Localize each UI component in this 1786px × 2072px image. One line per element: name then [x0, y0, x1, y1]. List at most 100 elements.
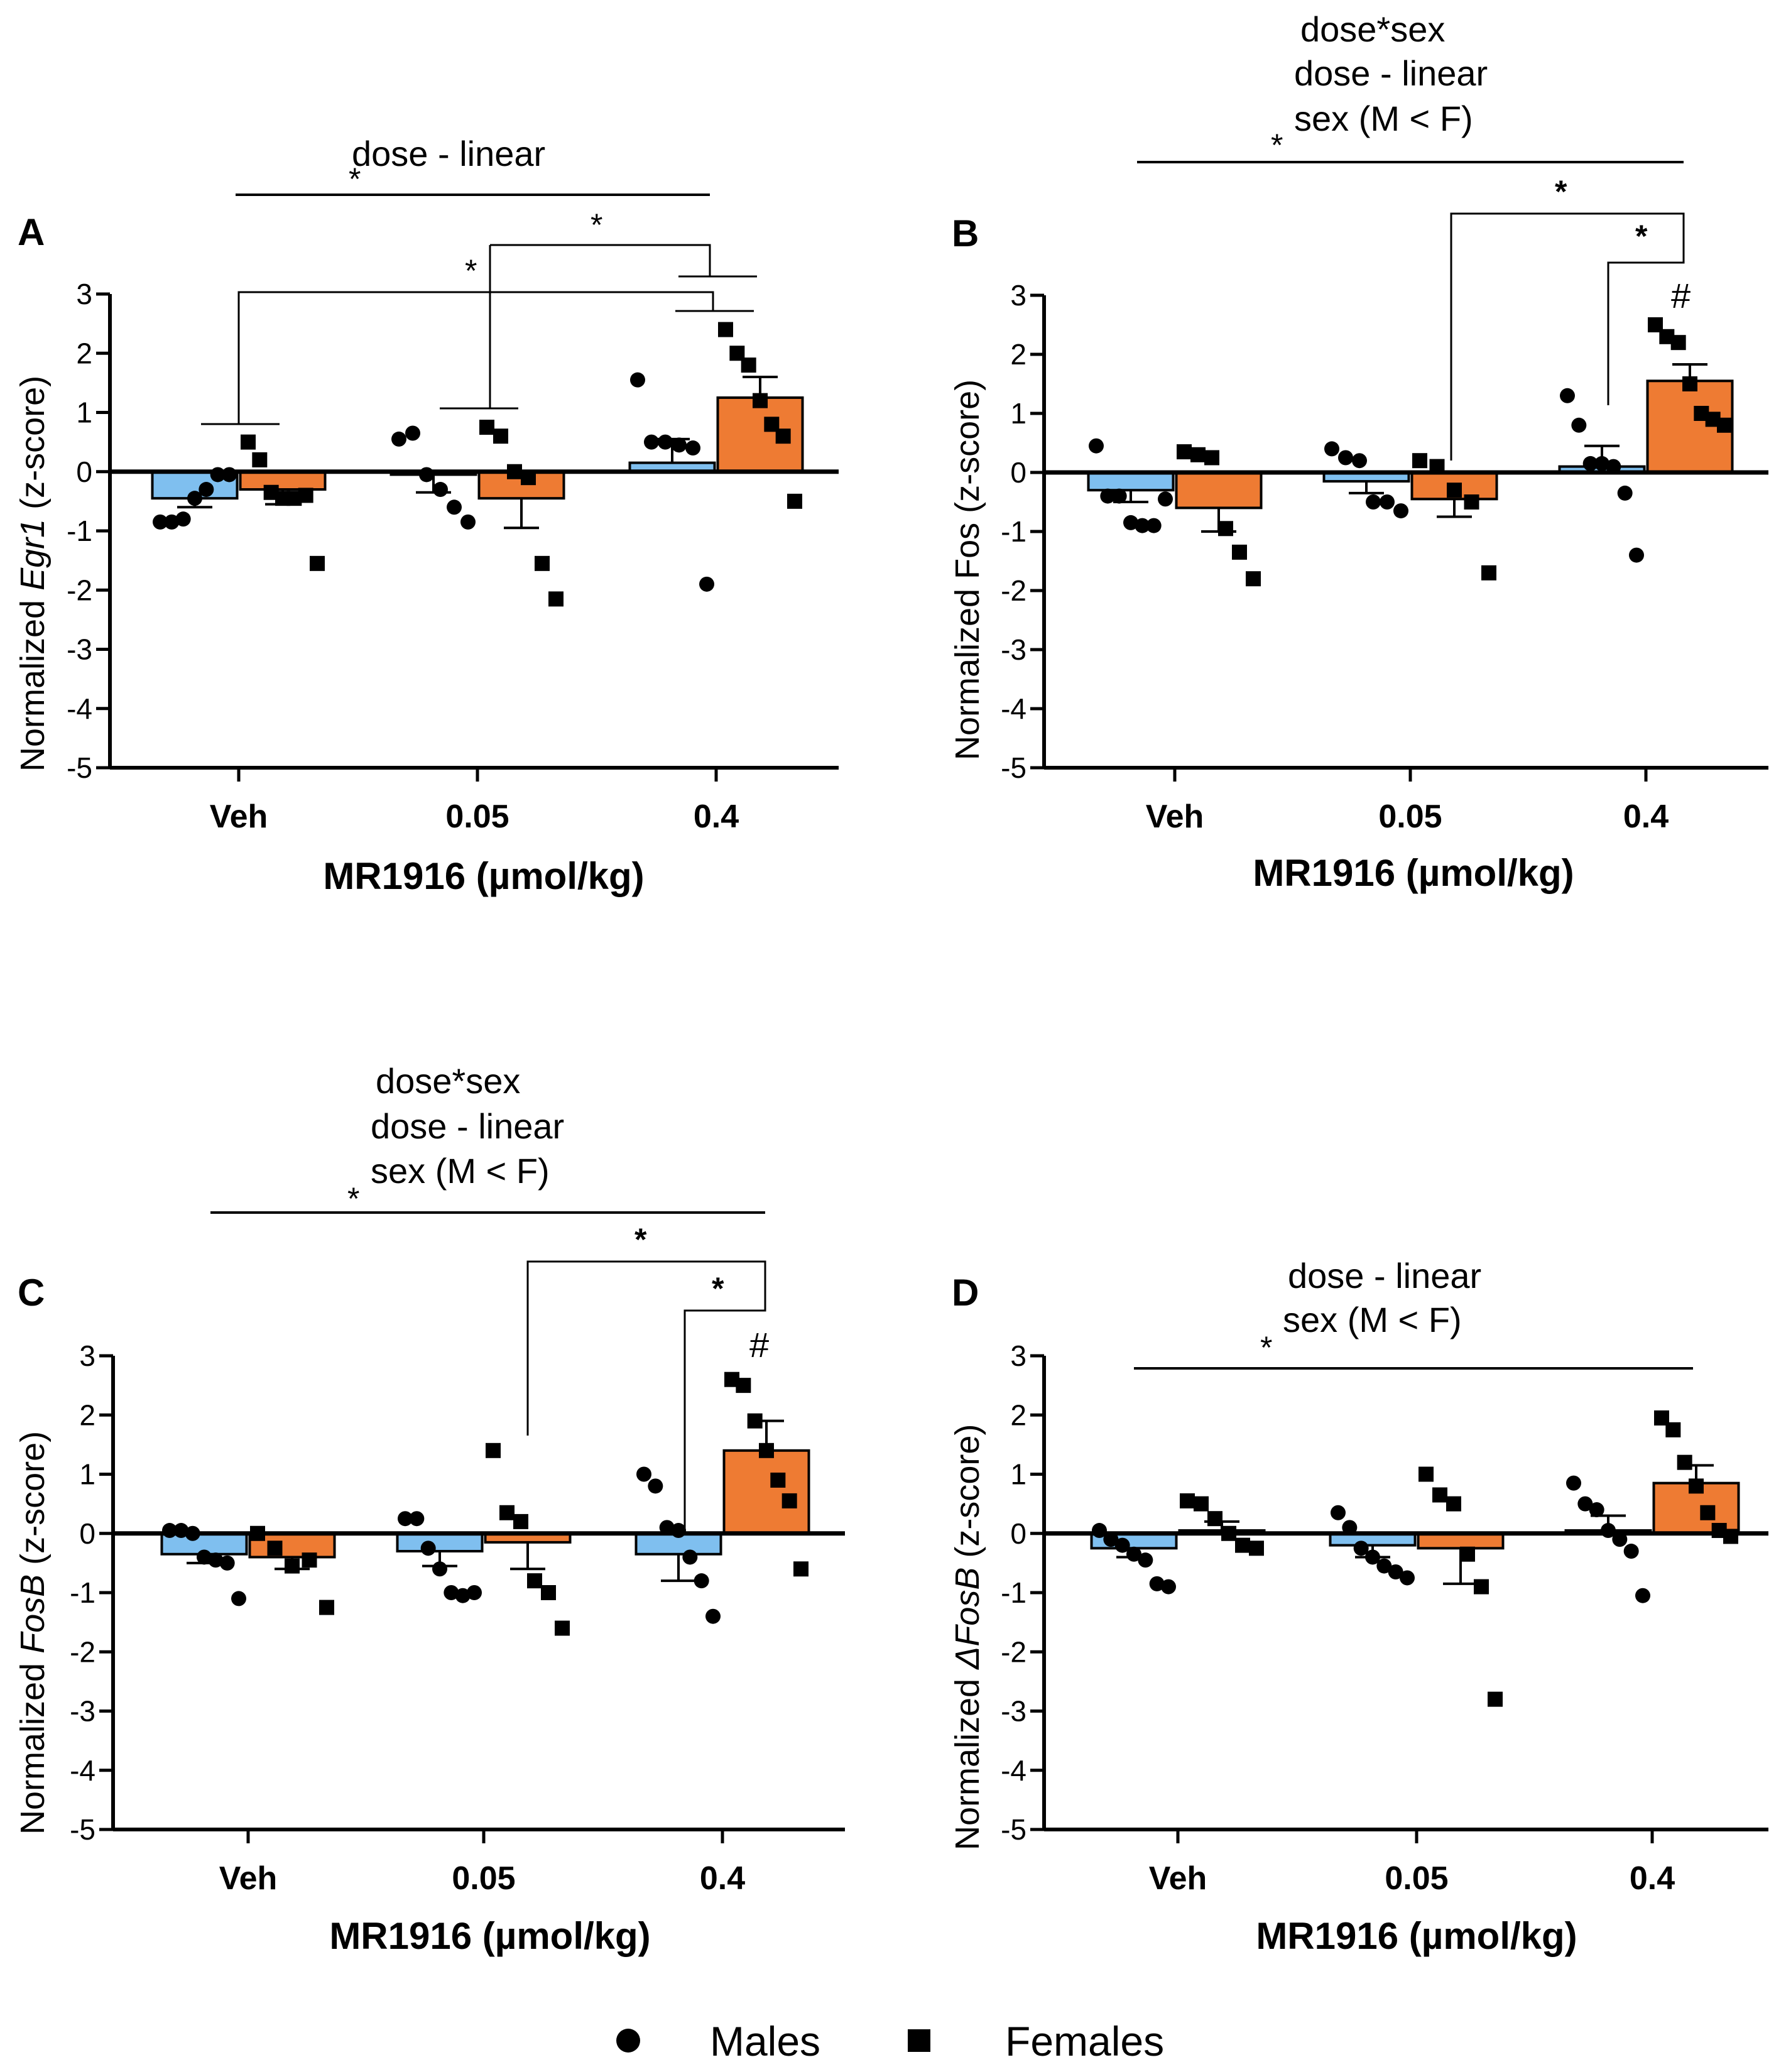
panel-b-point-male	[1594, 455, 1609, 471]
panel-a-point-female	[252, 452, 268, 467]
panel-c-point-male	[467, 1585, 482, 1600]
panel-a-ytick-label: 1	[76, 396, 92, 429]
panel-b-point-male	[1338, 450, 1353, 466]
panel-d-point-female	[1418, 1466, 1434, 1482]
panel-a-bracket-upper	[490, 244, 711, 276]
panel-b-point-male	[1158, 491, 1173, 507]
panel-c-bar-females-2	[722, 1449, 810, 1535]
panel-d-bar-females-1	[1417, 1532, 1505, 1550]
panel-b-ytick-label: -4	[1001, 692, 1026, 725]
panel-a-point-male	[685, 440, 700, 456]
panel-b-category-label: 0.05	[1378, 799, 1442, 835]
panel-b-category-label: Veh	[1146, 799, 1204, 835]
panel-c-ytick-label: 3	[79, 1339, 95, 1372]
panel-c: C dose*sex dose - linear sex (M < F) * *…	[14, 1061, 845, 1957]
panel-c-point-female	[747, 1413, 763, 1429]
panel-b-point-female	[1412, 453, 1427, 469]
panel-b-category-label: 0.4	[1623, 799, 1669, 835]
panel-c-bar-males-1	[396, 1532, 484, 1553]
panel-b-point-female	[1682, 376, 1697, 391]
panel-d-point-male	[1149, 1576, 1165, 1591]
panel-a-point-male	[175, 511, 191, 527]
panel-c-annotation-line-3: sex (M < F)	[371, 1151, 550, 1191]
panel-c-point-male	[420, 1540, 436, 1556]
panel-c-axes: 3 2 1 0 -1 -2 -3 -4 -5 Veh 0.05 0.4	[70, 1339, 845, 1897]
panel-d-ytick-label: -2	[1001, 1635, 1026, 1668]
panel-d-label: D	[952, 1272, 979, 1314]
panel-a-point-male	[419, 467, 434, 483]
panel-d: D dose - linear sex (M < F) * 3 2 1 0 -1 -2 -3…	[949, 1256, 1768, 1957]
panel-b-point-male	[1393, 503, 1408, 519]
panel-b-point-male	[1560, 388, 1575, 403]
panel-c-point-male	[197, 1549, 212, 1565]
panel-a-point-male	[405, 425, 420, 441]
panel-c-point-male	[219, 1555, 235, 1571]
panel-d-point-male	[1161, 1579, 1176, 1595]
legend-female-marker	[908, 2029, 930, 2052]
panel-b-point-female	[1218, 521, 1233, 537]
panel-a-bracket-lower	[237, 291, 714, 424]
panel-a-ytick-label: 2	[76, 337, 92, 369]
panel-a-point-male	[222, 467, 237, 483]
panel-b-point-male	[1366, 494, 1381, 510]
panel-a-xlabel: MR1916 (µmol/kg)	[323, 855, 644, 897]
panel-b-point-male	[1380, 494, 1395, 510]
panel-c-point-female	[486, 1442, 501, 1458]
panel-a-label: A	[18, 211, 45, 253]
panel-d-category-label: 0.05	[1385, 1860, 1448, 1897]
panel-d-point-male	[1589, 1502, 1604, 1518]
panel-c-point-female	[499, 1505, 515, 1520]
panel-d-point-female	[1446, 1496, 1461, 1512]
legend-females-label: Females	[1005, 2018, 1164, 2064]
panel-a-point-male	[630, 372, 645, 388]
panel-a-point-male	[447, 499, 462, 515]
panel-b-ytick-label: 2	[1010, 338, 1026, 371]
panel-d-point-male	[1566, 1475, 1581, 1491]
panel-c-ytick-label: -1	[70, 1576, 95, 1609]
panel-b-point-male	[1582, 455, 1598, 471]
panel-b-ytick-label: 3	[1010, 279, 1026, 312]
panel-c-point-female	[267, 1540, 283, 1556]
panel-c-point-female	[793, 1561, 809, 1577]
panel-d-point-female	[1180, 1493, 1195, 1508]
panel-d-point-female	[1474, 1579, 1489, 1595]
panel-b-bar-females-0	[1175, 471, 1263, 510]
panel-a-category-label: Veh	[210, 799, 268, 835]
panel-a-ytick-label: -4	[67, 692, 92, 725]
panel-b-point-female	[1190, 447, 1206, 462]
panel-b-ytick-label: -5	[1001, 751, 1026, 784]
panel-a-ytick-label: -1	[67, 515, 92, 547]
panel-d-point-female	[1460, 1546, 1475, 1562]
panel-c-bracket-lower-star: *	[712, 1271, 724, 1306]
panel-b-bracket-upper	[1450, 212, 1685, 461]
panel-c-ytick-label: 1	[79, 1458, 95, 1491]
panel-b-hash: #	[1671, 276, 1691, 315]
panel-c-point-female	[302, 1552, 317, 1568]
panel-c-point-male	[455, 1588, 471, 1603]
panel-b-annotation-line-1: dose*sex	[1300, 9, 1445, 49]
panel-b-point-male	[1352, 453, 1367, 469]
panel-a-ytick-label: 0	[76, 455, 92, 488]
panel-b-bracket-lower	[1607, 242, 1685, 405]
panel-d-point-male	[1365, 1549, 1380, 1565]
panel-b-point-female	[1464, 494, 1479, 510]
legend-male-marker	[616, 2029, 640, 2053]
panel-c-point-male	[636, 1466, 651, 1482]
panel-c-point-male	[432, 1561, 447, 1577]
panel-c-ytick-label: -3	[70, 1695, 95, 1728]
panel-c-point-male	[208, 1552, 224, 1568]
panel-d-ytick-label: 3	[1010, 1339, 1026, 1372]
panel-a-ytick-label: 3	[76, 278, 92, 310]
panel-d-ytick-label: -1	[1001, 1576, 1026, 1609]
panel-a-point-female	[241, 434, 256, 450]
panel-c-label: C	[18, 1272, 45, 1314]
panel-d-point-female	[1207, 1511, 1222, 1527]
panel-c-point-female	[541, 1585, 556, 1600]
panel-c-category-label: Veh	[219, 1860, 278, 1897]
panel-c-point-female	[759, 1442, 774, 1458]
panel-a-point-female	[787, 493, 802, 509]
panel-a-ytick-label: -3	[67, 633, 92, 666]
panel-a-point-female	[741, 357, 756, 373]
panel-b-point-male	[1629, 547, 1644, 563]
